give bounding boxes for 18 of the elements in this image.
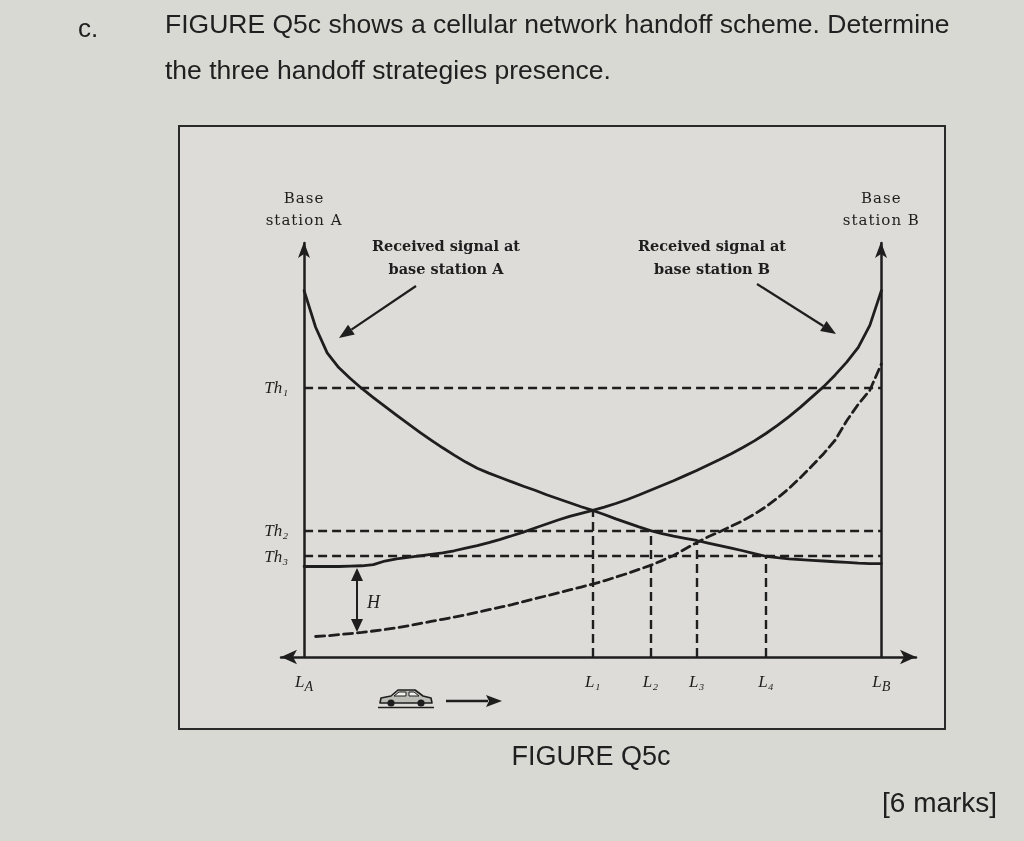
ref-line-label: Th₂	[264, 521, 289, 541]
annotation: H	[367, 591, 380, 613]
x-tick-label: L₃	[687, 672, 706, 692]
ref-line-label: Th₃	[264, 546, 289, 566]
text: Received signal at base station B	[636, 236, 788, 279]
text: c.	[78, 12, 100, 44]
x-tick-label: L$_{A}$	[294, 672, 315, 697]
text: Received signal at base station A	[370, 236, 522, 279]
x-tick-label: L₁	[584, 672, 602, 692]
text: [6 marks]	[882, 787, 999, 819]
ref-line-label: Th₁	[264, 378, 289, 398]
y-axis-title: Base station A	[264, 188, 344, 231]
x-tick-label: L$_{B}$	[871, 672, 892, 697]
caption: FIGURE Q5c	[510, 740, 672, 772]
chart-title: FIGURE Q5c shows a cellular network handoff scheme. Determine the three handoff strategies presence.	[165, 8, 951, 87]
x-tick-label: L₄	[757, 672, 775, 692]
x-tick-label: L₂	[641, 672, 660, 692]
y2-axis-title: Base station B	[841, 188, 921, 231]
